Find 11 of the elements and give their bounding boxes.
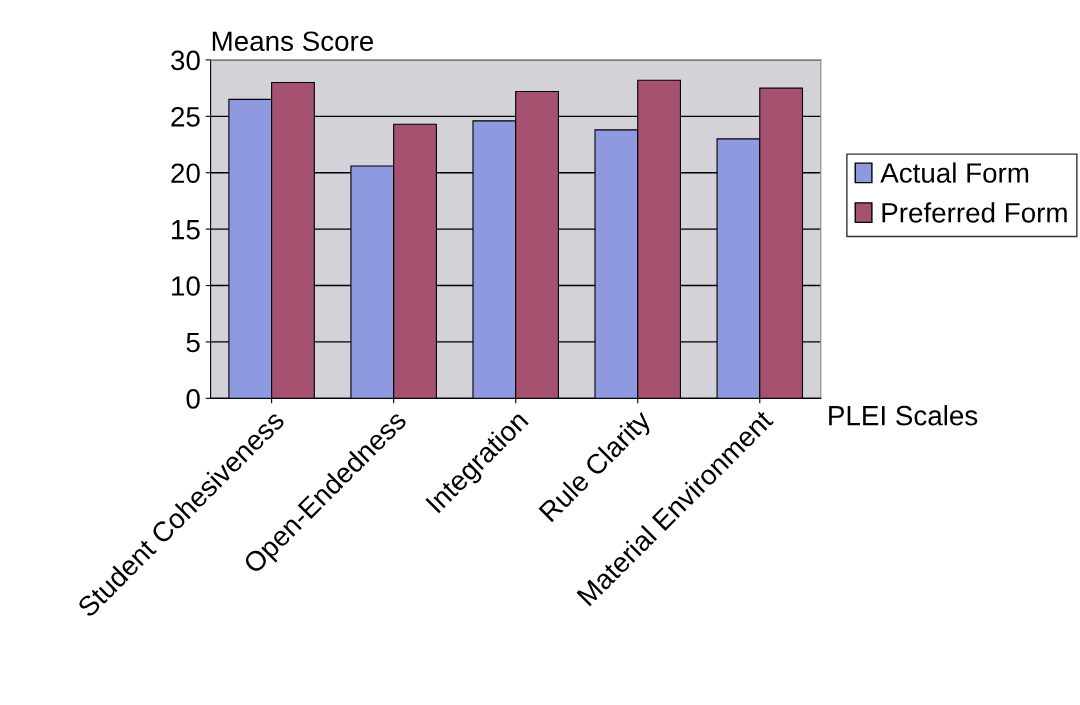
y-tick-label: 15	[172, 220, 200, 240]
x-axis-title: PLEI Scales	[829, 405, 978, 426]
y-tick-label: 30	[171, 50, 200, 71]
y-tick-label: 5	[186, 332, 200, 353]
y-tick-label: 10	[172, 276, 200, 296]
y-tick-label: 25	[171, 106, 200, 127]
y-tick-label: 20	[171, 163, 200, 184]
legend-label: Actual Form	[880, 162, 1029, 183]
y-axis-title: Means Score	[212, 31, 374, 52]
legend-label: Preferred Form	[882, 202, 1067, 223]
y-tick-label: 0	[186, 388, 200, 409]
